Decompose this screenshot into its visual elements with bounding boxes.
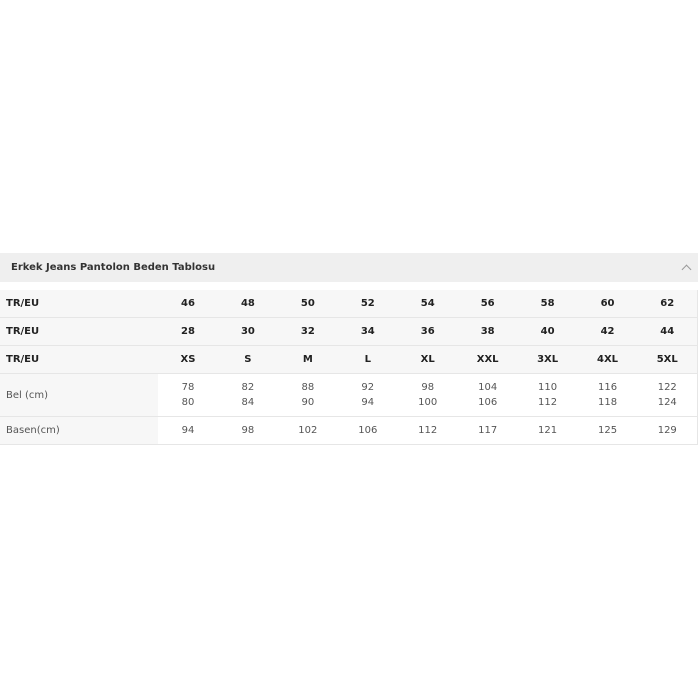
basen-cell: 121 xyxy=(517,416,578,445)
bel-value: 90 xyxy=(301,397,315,408)
row-label: Basen(cm) xyxy=(0,416,158,445)
accordion-title: Erkek Jeans Pantolon Beden Tablosu xyxy=(11,262,216,273)
bel-value: 124 xyxy=(657,397,677,408)
bel-value: 78 xyxy=(181,382,195,393)
basen-cell: 117 xyxy=(457,416,518,445)
size-cell: XS xyxy=(158,345,218,374)
size-cell: 34 xyxy=(337,317,398,346)
size-cell: 3XL xyxy=(517,345,578,374)
size-cell: 32 xyxy=(277,317,338,346)
size-cell: 44 xyxy=(637,317,698,346)
row-label: TR/EU xyxy=(0,317,158,346)
bel-value: 118 xyxy=(597,397,618,408)
size-cell: 38 xyxy=(457,317,518,346)
bel-cell: 122 124 xyxy=(637,373,698,417)
bel-value: 116 xyxy=(597,382,618,393)
size-cell: L xyxy=(337,345,398,374)
size-cell: S xyxy=(217,345,278,374)
row-label: TR/EU xyxy=(0,345,158,374)
size-cell: 56 xyxy=(457,290,518,318)
table-row: TR/EU 28 30 32 34 36 38 40 42 44 xyxy=(0,317,698,346)
row-label: Bel (cm) xyxy=(0,373,158,417)
bel-value: 122 xyxy=(657,382,677,393)
chevron-up-icon[interactable] xyxy=(681,264,692,275)
size-cell: XXL xyxy=(457,345,518,374)
size-cell: 48 xyxy=(217,290,278,318)
size-cell: XL xyxy=(397,345,458,374)
basen-cell: 106 xyxy=(337,416,398,445)
size-cell: 60 xyxy=(577,290,638,318)
bel-cell: 88 90 xyxy=(277,373,338,417)
size-cell: 40 xyxy=(517,317,578,346)
basen-cell: 102 xyxy=(277,416,338,445)
bel-value: 106 xyxy=(478,397,498,408)
size-cell: 42 xyxy=(577,317,638,346)
bel-value: 84 xyxy=(241,397,255,408)
basen-cell: 125 xyxy=(577,416,638,445)
size-cell: 28 xyxy=(158,317,218,346)
bel-value: 104 xyxy=(478,382,498,393)
basen-cell: 98 xyxy=(217,416,278,445)
size-table: TR/EU 46 48 50 52 54 56 58 60 62 TR/EU 28 30 32 34 36 38… xyxy=(0,290,698,445)
basen-cell: 94 xyxy=(158,416,218,445)
size-chart-accordion: Erkek Jeans Pantolon Beden Tablosu TR/EU… xyxy=(0,253,698,445)
bel-value: 88 xyxy=(301,382,315,393)
bel-value: 112 xyxy=(538,397,558,408)
size-cell: 4XL xyxy=(577,345,638,374)
size-cell: 5XL xyxy=(637,345,698,374)
bel-value: 92 xyxy=(361,382,375,393)
bel-value: 80 xyxy=(181,397,195,408)
size-cell: 30 xyxy=(217,317,278,346)
bel-cell: 116 118 xyxy=(577,373,638,417)
bel-cell: 104 106 xyxy=(457,373,518,417)
bel-value: 82 xyxy=(241,382,255,393)
bel-cell: 110 112 xyxy=(517,373,578,417)
size-cell: 54 xyxy=(397,290,458,318)
size-cell: 46 xyxy=(158,290,218,318)
bel-cell: 78 80 xyxy=(158,373,218,417)
size-cell: 36 xyxy=(397,317,458,346)
table-row-basen: Basen(cm) 94 98 102 106 112 117 121 125 129 xyxy=(0,416,698,445)
bel-cell: 82 84 xyxy=(217,373,278,417)
size-cell: 58 xyxy=(517,290,578,318)
bel-cell: 98 100 xyxy=(397,373,458,417)
table-row: TR/EU 46 48 50 52 54 56 58 60 62 xyxy=(0,290,698,318)
basen-cell: 129 xyxy=(637,416,698,445)
bel-value: 100 xyxy=(418,397,438,408)
table-row-bel: Bel (cm) 78 80 82 84 88 90 92 94 98 100 104 106 110 11… xyxy=(0,373,698,417)
row-label: TR/EU xyxy=(0,290,158,318)
bel-value: 110 xyxy=(538,382,558,393)
bel-cell: 92 94 xyxy=(337,373,398,417)
table-row: TR/EU XS S M L XL XXL 3XL 4XL 5XL xyxy=(0,345,698,374)
size-cell: 50 xyxy=(277,290,338,318)
size-cell: M xyxy=(277,345,338,374)
bel-value: 94 xyxy=(361,397,375,408)
bel-value: 98 xyxy=(421,382,435,393)
size-cell: 62 xyxy=(637,290,698,318)
basen-cell: 112 xyxy=(397,416,458,445)
size-cell: 52 xyxy=(337,290,398,318)
accordion-header[interactable]: Erkek Jeans Pantolon Beden Tablosu xyxy=(0,253,698,282)
